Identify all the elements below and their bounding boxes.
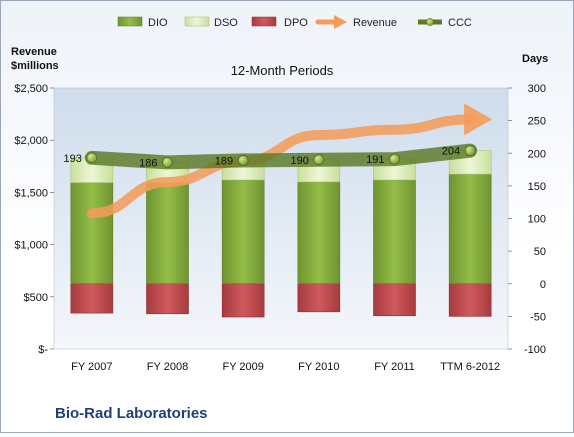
- left-axis-tick-label: $2,500: [14, 83, 48, 95]
- right-axis-tick-label: 300: [528, 83, 546, 95]
- bar-dpo: [448, 283, 492, 317]
- legend-label-ccc: CCC: [448, 17, 472, 29]
- ccc-data-label: 189: [215, 155, 233, 167]
- right-axis-tick-label: 100: [528, 214, 546, 226]
- legend-swatch-ccc: [418, 18, 442, 26]
- right-axis-tick-label: 200: [528, 148, 546, 160]
- left-axis-label-line2: $millions: [11, 60, 59, 72]
- left-axis-tick-label: $-: [38, 344, 48, 356]
- right-axis-tick-label: -50: [530, 311, 546, 323]
- bar-dio: [373, 179, 416, 285]
- left-axis-tick-label: $1,000: [14, 240, 48, 252]
- left-axis-tick-label: $500: [24, 292, 48, 304]
- ccc-series: 193 186 189 190 191 204: [63, 143, 478, 170]
- bar-dpo: [146, 283, 189, 315]
- left-axis: $- $500 $1,000 $1,500 $2,000 $2,500: [14, 83, 54, 356]
- ccc-point: [313, 154, 325, 166]
- bar-dpo: [70, 283, 114, 314]
- bar-dio: [70, 182, 114, 285]
- right-axis-tick-label: 250: [528, 116, 546, 128]
- category-label: FY 2007: [71, 361, 112, 373]
- category-label: FY 2010: [298, 361, 339, 373]
- category-label: FY 2009: [222, 361, 263, 373]
- right-axis: -100 -50 0 50 100 150 200 250 300: [508, 83, 546, 356]
- legend-label-revenue: Revenue: [353, 17, 397, 29]
- ccc-line: [84, 143, 478, 170]
- legend-label-dso: DSO: [214, 17, 238, 29]
- ccc-data-label: 204: [442, 146, 460, 158]
- right-axis-label: Days: [522, 53, 548, 65]
- bar-dpo: [297, 283, 341, 313]
- right-axis-tick-label: 0: [540, 279, 546, 291]
- right-axis-tick-label: 150: [528, 181, 546, 193]
- bar-dio: [297, 181, 341, 285]
- ccc-point: [389, 153, 400, 165]
- revenue-series: [86, 103, 493, 219]
- category-label: FY 2011: [374, 361, 415, 373]
- legend-swatch-revenue: [315, 15, 347, 29]
- ccc-point: [464, 145, 476, 157]
- ccc-point: [86, 152, 98, 164]
- company-title: Bio-Rad Laboratories: [55, 405, 208, 422]
- ccc-data-label: 190: [290, 155, 308, 167]
- ccc-data-label: 191: [366, 154, 384, 166]
- legend-swatch-dio: [117, 16, 143, 27]
- bar-dpo: [221, 283, 265, 318]
- category-axis: FY 2007 FY 2008 FY 2009 FY 2010 FY 2011 TTM 6…: [71, 361, 500, 373]
- ccc-data-label: 186: [139, 157, 157, 169]
- ccc-point: [237, 155, 249, 166]
- bar-dpo: [373, 283, 416, 317]
- bars: [70, 150, 492, 318]
- plot-area: [53, 87, 509, 350]
- chart-title: 12-Month Periods: [231, 63, 334, 78]
- revenue-line: [86, 114, 476, 219]
- left-axis-tick-label: $2,000: [14, 135, 48, 147]
- legend-label-dpo: DPO: [284, 17, 308, 29]
- bar-dio: [221, 179, 265, 285]
- revenue-arrowhead: [464, 103, 493, 136]
- category-label: FY 2008: [147, 361, 188, 373]
- category-label: TTM 6-2012: [440, 361, 500, 373]
- right-axis-tick-label: -100: [524, 344, 546, 356]
- left-axis-label-line1: Revenue: [11, 46, 57, 58]
- legend-swatch-dso: [184, 16, 210, 27]
- ccc-data-label: 193: [63, 153, 81, 165]
- legend-label-dio: DIO: [148, 17, 168, 29]
- bar-dio: [146, 182, 189, 285]
- bar-dio: [448, 173, 492, 285]
- ccc-point: [162, 156, 173, 168]
- right-axis-tick-label: 50: [534, 246, 546, 258]
- legend-swatch-dpo: [251, 16, 277, 27]
- left-axis-tick-label: $1,500: [14, 187, 48, 199]
- legend: DIO DSO DPO Revenue CCC: [117, 15, 472, 29]
